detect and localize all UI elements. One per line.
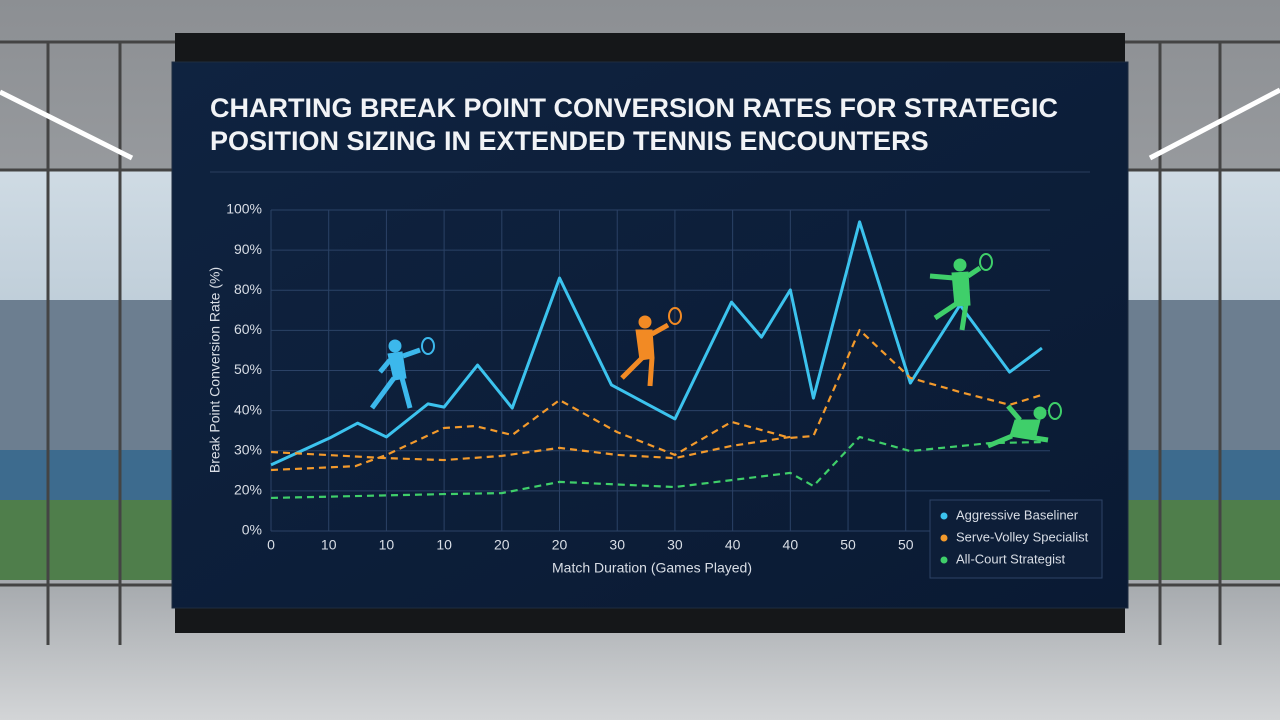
y-tick-label: 100% (226, 201, 262, 217)
player-icon (369, 337, 435, 410)
y-tick-label: 80% (234, 281, 262, 297)
player-icon (987, 402, 1062, 449)
legend-marker (940, 534, 948, 542)
x-tick-label: 10 (379, 537, 395, 553)
player-icon (620, 307, 682, 387)
x-tick-label: 20 (494, 537, 510, 553)
series-line (270, 435, 1042, 500)
y-tick-label: 0% (242, 522, 262, 538)
x-tick-label: 50 (840, 537, 856, 553)
plot: 0% 20% 30% 40% 50% 60% 80% 90% 100% 0 10 10 10 20 20 30… (226, 201, 1103, 579)
x-tick-label: 0 (267, 537, 275, 553)
legend-label: Aggressive Baseliner (956, 507, 1079, 522)
chart-title: POSITION SIZING IN EXTENDED TENNIS ENCOU… (210, 126, 929, 156)
legend-label: Serve-Volley Specialist (956, 529, 1089, 544)
legend-marker (940, 512, 948, 520)
player-icons (369, 253, 1062, 449)
legend: Aggressive Baseliner Serve-Volley Special… (929, 499, 1103, 579)
ceiling-light (0, 89, 134, 161)
series-line (270, 435, 791, 462)
x-tick-label: 30 (667, 537, 683, 553)
x-tick-label: 40 (783, 537, 799, 553)
y-tick-label: 50% (234, 361, 262, 377)
series-line (270, 328, 1043, 472)
x-tick-label: 10 (321, 537, 337, 553)
x-tick-label: 50 (898, 537, 914, 553)
series-line (270, 220, 1043, 467)
y-axis-label: Break Point Conversion Rate (%) (207, 267, 223, 473)
legend-label: All-Court Strategist (956, 551, 1065, 566)
player-icon (929, 253, 993, 331)
ceiling-light (1148, 87, 1280, 161)
y-tick-label: 60% (234, 321, 262, 337)
y-tick-label: 20% (234, 482, 262, 498)
y-tick-label: 40% (234, 401, 262, 417)
x-axis-label: Match Duration (Games Played) (552, 560, 752, 576)
legend-box (929, 499, 1103, 579)
x-tick-label: 30 (609, 537, 625, 553)
x-tick-label: 40 (725, 537, 741, 553)
y-tick-label: 90% (234, 241, 262, 257)
chart-title: CHARTING BREAK POINT CONVERSION RATES FO… (210, 93, 1058, 123)
y-tick-label: 30% (234, 441, 262, 457)
x-tick-label: 20 (552, 537, 568, 553)
x-tick-label: 10 (436, 537, 452, 553)
legend-marker (940, 556, 948, 564)
